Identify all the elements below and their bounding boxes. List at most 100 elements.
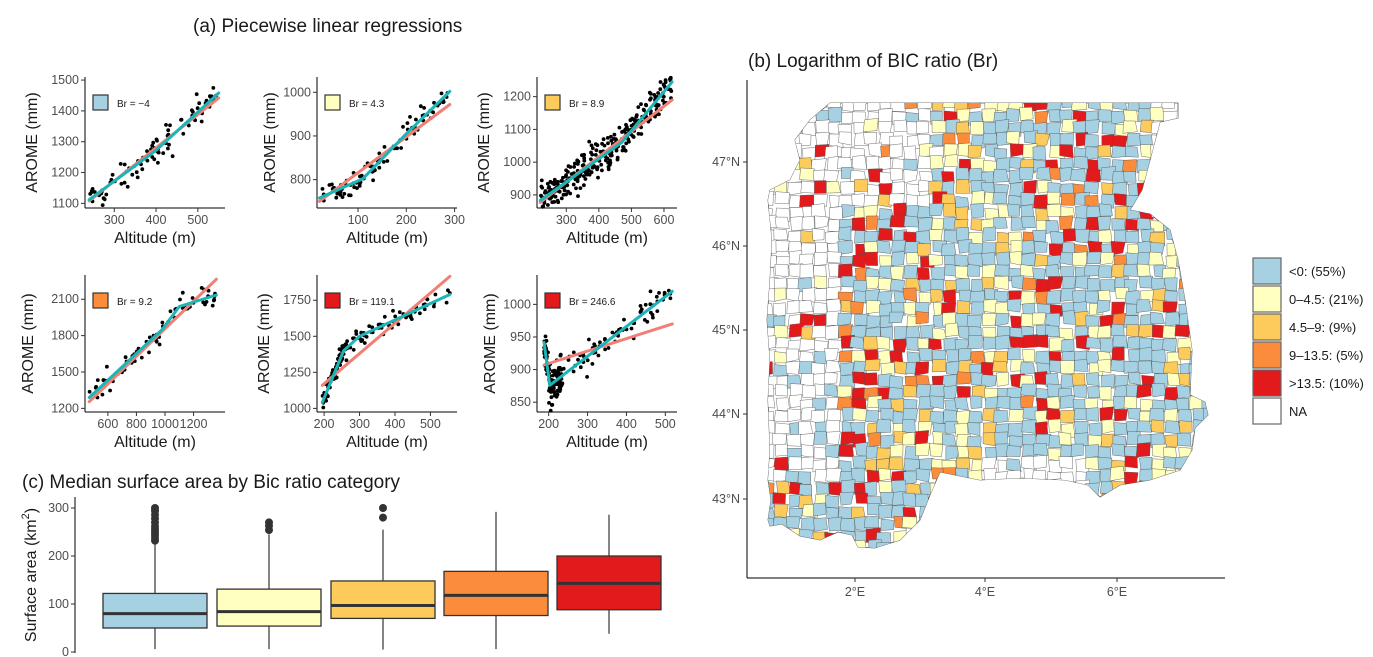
data-point xyxy=(589,170,594,175)
map-cell xyxy=(1189,539,1204,548)
map-cell xyxy=(813,446,828,460)
map-cell xyxy=(1112,491,1127,505)
data-point xyxy=(100,203,105,208)
map-cell xyxy=(1200,339,1208,353)
x-tick-label: 600 xyxy=(654,213,675,227)
map-cell xyxy=(775,240,790,252)
data-point xyxy=(341,344,345,348)
map-cell xyxy=(969,541,986,548)
data-point xyxy=(651,315,655,320)
map-cell xyxy=(1047,505,1062,519)
map-cell xyxy=(776,541,792,548)
data-point xyxy=(543,190,547,195)
map-cell xyxy=(811,541,826,548)
map-cell xyxy=(1085,168,1101,183)
map-cell xyxy=(799,167,815,181)
map-cell xyxy=(1110,323,1125,337)
map-cell xyxy=(1072,539,1088,548)
map-cell xyxy=(802,384,818,399)
map-cell xyxy=(867,551,880,563)
map-cell xyxy=(1192,122,1208,138)
map-cell xyxy=(1193,215,1208,229)
map-cell xyxy=(864,358,881,371)
map-cell xyxy=(1203,431,1208,447)
x-axis-label: Altitude (m) xyxy=(346,230,428,247)
data-point xyxy=(656,91,660,95)
map-cell xyxy=(1075,492,1090,506)
map-cell xyxy=(1150,170,1166,185)
data-point xyxy=(549,390,553,394)
map-cell xyxy=(1075,204,1089,220)
map-cell xyxy=(1020,192,1036,207)
map-cell xyxy=(1097,144,1112,157)
map-cell xyxy=(1074,359,1089,372)
map-cell xyxy=(801,215,815,231)
map-cell xyxy=(1176,108,1192,123)
map-cells xyxy=(767,103,1208,563)
br-value-label: Br = 8.9 xyxy=(569,99,605,110)
map-cell xyxy=(824,383,838,398)
map-cell xyxy=(1023,334,1039,349)
map-cell xyxy=(1123,360,1138,374)
map-cell xyxy=(984,446,998,461)
map-cell xyxy=(767,395,776,409)
map-cell xyxy=(969,516,984,532)
data-point xyxy=(654,103,659,108)
map-cell xyxy=(996,482,1012,496)
map-cell xyxy=(1177,346,1193,360)
data-point xyxy=(335,191,340,196)
map-cell xyxy=(866,155,880,170)
data-point xyxy=(359,339,364,343)
map-cell xyxy=(995,119,1010,133)
data-point xyxy=(344,342,348,347)
data-point xyxy=(446,288,450,293)
map-cell xyxy=(1175,133,1190,146)
map-cell xyxy=(1164,507,1179,521)
data-point xyxy=(197,101,202,106)
map-cell xyxy=(981,540,995,548)
map-cell xyxy=(1097,528,1110,544)
map-cell xyxy=(880,326,894,340)
data-point xyxy=(642,318,647,322)
map-cell xyxy=(928,503,943,517)
map-cell xyxy=(1205,287,1208,301)
data-point xyxy=(585,171,590,176)
data-point xyxy=(621,129,625,134)
x-tick-label: 800 xyxy=(126,417,147,431)
map-cell xyxy=(1031,531,1046,545)
outlier-point xyxy=(379,504,387,512)
data-point xyxy=(603,158,608,163)
data-point xyxy=(156,150,161,155)
data-point xyxy=(422,307,427,312)
map-cell xyxy=(1020,216,1036,229)
y-axis-label-main: Surface area (km xyxy=(23,519,40,642)
data-point xyxy=(629,123,634,128)
map-cell xyxy=(826,251,842,264)
map-cell xyxy=(1113,193,1129,207)
map-cell xyxy=(1139,495,1155,509)
map-cell xyxy=(1205,423,1208,438)
data-point xyxy=(562,188,567,193)
map-cell xyxy=(784,470,799,483)
map-cell xyxy=(1097,216,1112,231)
map-cell xyxy=(955,167,970,181)
map-cell xyxy=(967,144,983,159)
map-cell xyxy=(903,215,920,228)
map-cell xyxy=(799,313,815,326)
map-cell xyxy=(879,103,893,110)
map-cell xyxy=(931,358,947,373)
map-cell xyxy=(1193,419,1208,433)
map-cell xyxy=(862,335,879,350)
map-cell xyxy=(891,251,905,266)
map-cell xyxy=(824,495,840,509)
map-cell xyxy=(1007,346,1021,362)
map-cell xyxy=(1154,373,1169,387)
map-cell xyxy=(946,349,959,363)
map-cell xyxy=(877,228,893,241)
linear-fit-line xyxy=(317,103,452,203)
map-cell xyxy=(1021,543,1035,548)
map-cell xyxy=(1176,385,1191,399)
map-cell xyxy=(1191,326,1208,340)
data-point xyxy=(338,190,343,194)
map-cell xyxy=(1177,183,1194,198)
